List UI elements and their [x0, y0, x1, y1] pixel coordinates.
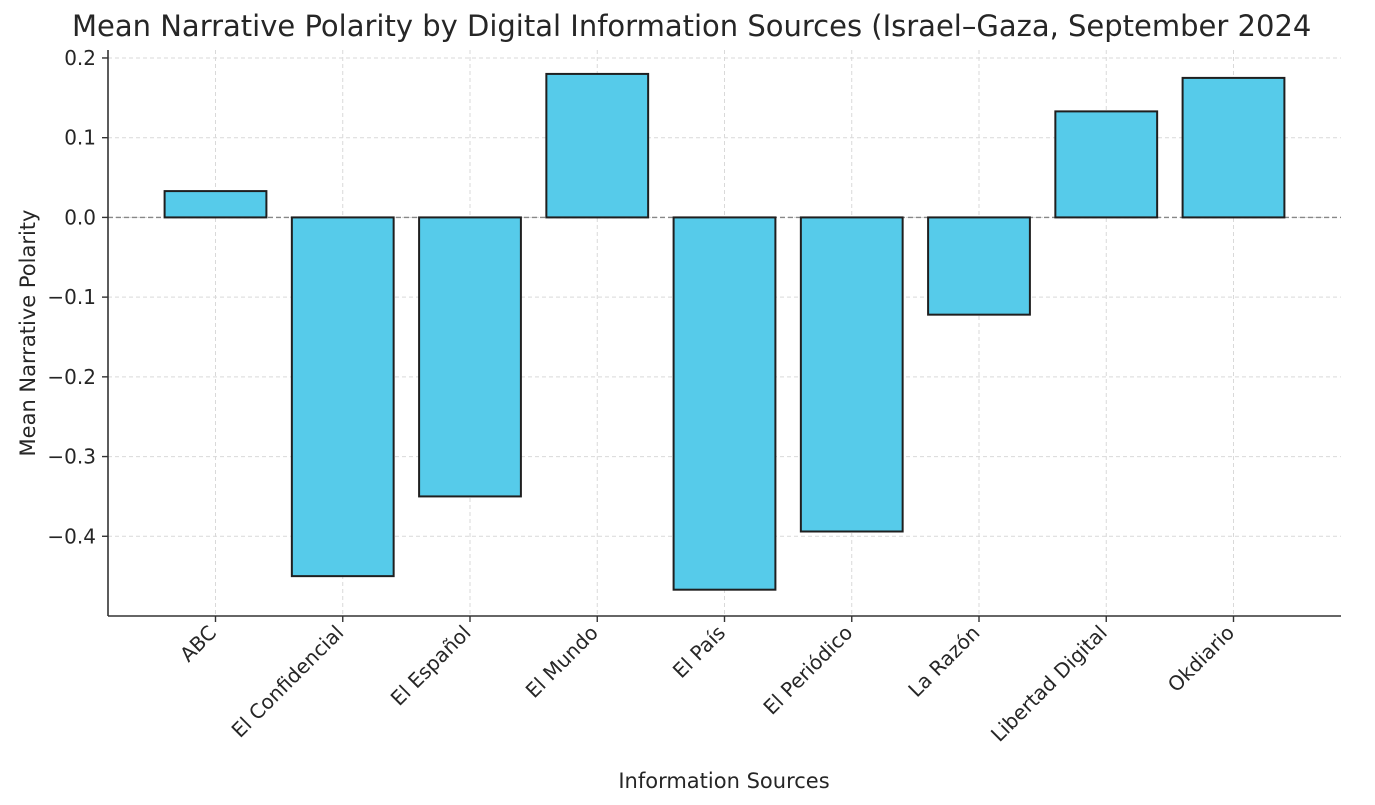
x-tick-label: El Periódico [759, 621, 858, 720]
y-tick-label: −0.4 [47, 524, 96, 548]
y-axis-label: Mean Narrative Polarity [16, 210, 40, 457]
x-tick-label: La Razón [903, 621, 984, 702]
y-tick-labels: 0.2 0.1 0.0 −0.1 −0.2 −0.3 −0.4 [47, 46, 108, 548]
bar-el-mundo [545, 72, 650, 219]
bar-el-confidencial [290, 216, 395, 578]
x-tick-label: El País [668, 621, 730, 683]
bars [163, 72, 1286, 591]
y-tick-label: 0.1 [64, 126, 96, 150]
y-tick-label: −0.1 [47, 285, 96, 309]
x-tick-label: ABC [175, 621, 221, 667]
bar-el-espa-ol [418, 216, 522, 498]
x-tick-labels: ABC El Confidencial El Español El Mundo El P… [175, 616, 1239, 746]
bar-la-raz-n [927, 216, 1031, 316]
bar-el-pa-s [672, 216, 777, 591]
y-tick-label: −0.3 [47, 445, 96, 469]
x-tick-label: Libertad Digital [986, 621, 1112, 747]
x-tick-label: El Mundo [521, 621, 603, 703]
x-tick-label: Okdiario [1163, 621, 1239, 697]
y-tick-label: 0.2 [64, 46, 96, 70]
bar-okdiario [1181, 76, 1286, 219]
x-tick-label: El Confidencial [227, 621, 349, 743]
bar-libertad-digital [1054, 110, 1159, 219]
y-tick-label: 0.0 [64, 205, 96, 229]
x-tick-label: El Español [386, 621, 476, 711]
chart-title: Mean Narrative Polarity by Digital Infor… [72, 9, 1311, 43]
y-tick-label: −0.2 [47, 365, 96, 389]
x-axis-label: Information Sources [618, 769, 829, 793]
bar-el-peri-dico [799, 216, 904, 533]
bar-abc [163, 190, 268, 219]
